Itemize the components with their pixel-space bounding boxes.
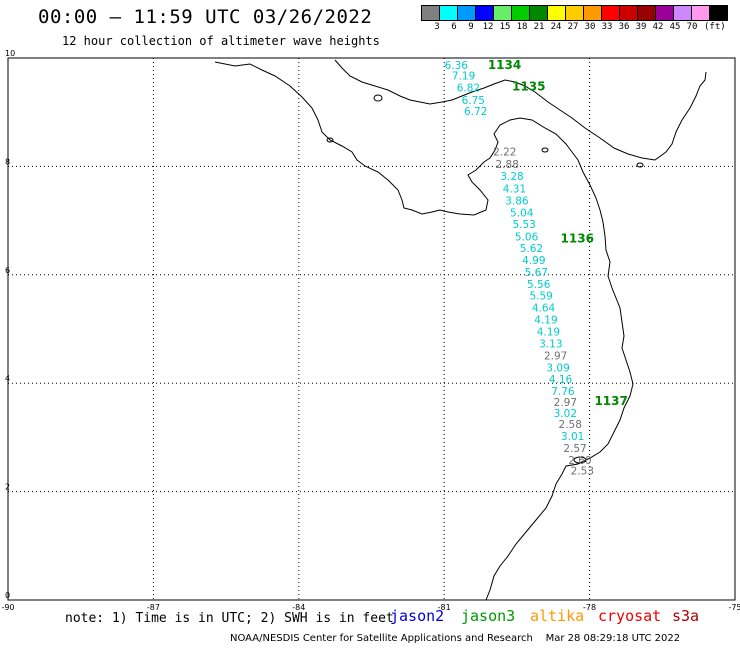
wave-height-label: 7.19: [452, 71, 475, 83]
wave-height-label: 2.97: [544, 350, 567, 362]
y-tick-label: 2: [5, 483, 10, 492]
island: [373, 94, 383, 102]
x-tick-label: -90: [1, 603, 14, 612]
map-frame: [7, 57, 736, 601]
legend-label: 36: [618, 22, 630, 32]
pass-number-label: 1135: [512, 80, 545, 94]
wave-height-label: 5.06: [515, 232, 539, 244]
legend-label: 6: [451, 22, 457, 32]
wave-height-label: 2.58: [559, 419, 582, 431]
wave-height-label: 5.56: [527, 279, 551, 291]
wave-height-label: 2.60: [568, 455, 591, 467]
y-tick-label: 8: [5, 157, 10, 166]
wave-height-label: 2.53: [571, 465, 594, 477]
x-tick-label: -87: [147, 603, 160, 612]
x-tick-label: -81: [438, 603, 451, 612]
footer-credit: NOAA/NESDIS Center for Satellite Applica…: [230, 633, 681, 644]
legend-label: 70: [686, 22, 698, 32]
legend-label: 30: [584, 22, 596, 32]
legend-label: 3: [434, 22, 440, 32]
coastline-pacific: [214, 61, 634, 601]
island: [541, 147, 549, 153]
pass-number-label: 1137: [594, 394, 627, 408]
legend-label: 39: [635, 22, 647, 32]
legend-label: 9: [468, 22, 474, 32]
legend-label: 33: [601, 22, 613, 32]
wave-height-label: 5.59: [529, 291, 552, 303]
satellite-jason2: jason2: [390, 607, 445, 625]
legend-label: 12: [482, 22, 494, 32]
coastline-caribbean: [334, 59, 707, 161]
wave-height-label: 6.82: [457, 83, 480, 95]
y-tick-label: 10: [5, 49, 15, 58]
wave-height-label: 6.75: [462, 95, 485, 107]
wave-height-label: 5.04: [510, 207, 534, 219]
legend-swatch: [709, 5, 728, 21]
legend-label: 18: [516, 22, 528, 32]
wave-height-label: 7.76: [551, 386, 575, 398]
legend-label: 15: [499, 22, 511, 32]
x-tick-label: -84: [292, 603, 305, 612]
satellite-jason3: jason3: [461, 607, 516, 625]
wave-height-label: 3.01: [561, 431, 584, 443]
y-tick-label: 0: [5, 591, 10, 600]
wave-height-label: 3.09: [546, 362, 569, 374]
satellite-altika: altika: [530, 607, 585, 625]
wave-height-label: 5.53: [512, 219, 535, 231]
legend-label: 27: [567, 22, 579, 32]
wave-height-label: 2.97: [554, 397, 577, 409]
wave-height-label: 6.72: [464, 106, 487, 118]
wave-height-label: 2.22: [493, 147, 516, 159]
y-tick-label: 4: [5, 374, 10, 383]
island: [573, 456, 587, 464]
wave-height-label: 3.13: [539, 338, 562, 350]
wave-height-label: 3.86: [505, 195, 529, 207]
legend-label: 42: [652, 22, 664, 32]
legend-unit: (ft): [704, 22, 726, 32]
wave-height-label: 5.62: [520, 243, 543, 255]
wave-height-label: 4.19: [537, 327, 560, 339]
wave-height-label: 4.31: [503, 183, 526, 195]
map-title: 00:00 – 11:59 UTC 03/26/2022: [38, 6, 373, 28]
map-subtitle: 12 hour collection of altimeter wave hei…: [62, 34, 380, 48]
x-tick-label: -75: [728, 603, 740, 612]
pass-number-label: 1136: [561, 231, 594, 245]
wave-height-label: 3.02: [554, 408, 577, 420]
legend-label: 24: [550, 22, 562, 32]
wave-height-label: 2.88: [496, 159, 519, 171]
wave-height-label: 4.19: [534, 315, 557, 327]
pass-number-label: 1134: [488, 58, 521, 72]
footer-note: note: 1) Time is in UTC; 2) SWH is in fe…: [65, 611, 394, 626]
wave-height-label: 5.67: [525, 267, 548, 279]
wave-height-label: 2.57: [563, 443, 586, 455]
satellite-cryosat: cryosat: [598, 607, 662, 625]
y-tick-label: 6: [5, 266, 10, 275]
x-tick-label: -78: [583, 603, 596, 612]
legend-label: 45: [669, 22, 681, 32]
satellite-s3a: s3a: [672, 607, 700, 625]
wave-height-label: 3.28: [500, 171, 523, 183]
color-legend: [421, 5, 728, 21]
wave-height-label: 4.64: [532, 303, 556, 315]
wave-height-label: 6.36: [445, 60, 469, 72]
island: [326, 137, 334, 143]
wave-height-label: 4.16: [549, 374, 573, 386]
island: [636, 162, 644, 168]
legend-label: 21: [533, 22, 545, 32]
wave-height-label: 4.99: [522, 255, 545, 267]
